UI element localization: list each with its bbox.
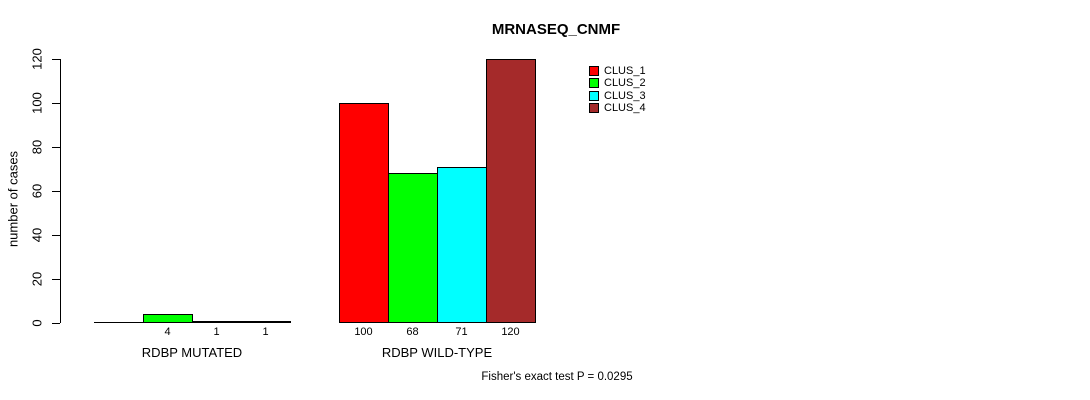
- legend-label-clus-1: CLUS_1: [604, 64, 646, 77]
- bar-value-label: 4: [164, 326, 171, 338]
- legend-label-clus-4: CLUS_4: [604, 102, 646, 114]
- bar-clus-4-rdbp-mutated: [241, 321, 291, 323]
- bar-clus-2-rdbp-wild-type: [388, 173, 438, 323]
- bar-value-label: 1: [213, 326, 220, 338]
- y-tick: [52, 102, 60, 104]
- legend-item-clus-4: CLUS_4: [589, 102, 679, 114]
- y-tick: [52, 234, 60, 236]
- chart-title: MRNASEQ_CNMF: [491, 21, 621, 38]
- y-tick-label: 60: [29, 183, 45, 199]
- legend-label-clus-2: CLUS_2: [604, 77, 646, 89]
- bar-clus-3-rdbp-wild-type: [437, 167, 487, 323]
- y-tick-label: 20: [29, 271, 45, 287]
- y-tick-label: 120: [29, 48, 45, 70]
- bar-clus-3-rdbp-mutated: [192, 321, 242, 323]
- y-axis-title: number of cases: [5, 150, 21, 248]
- legend-swatch-clus-4: [589, 103, 599, 113]
- y-tick: [52, 322, 60, 324]
- legend-swatch-clus-3: [589, 90, 599, 101]
- y-tick: [52, 190, 60, 192]
- bar-value-label: 120: [501, 326, 520, 338]
- bar-value-label: 71: [455, 326, 468, 338]
- y-tick: [52, 58, 60, 60]
- bar-value-label: 1: [262, 326, 269, 338]
- y-axis-line: [60, 59, 61, 323]
- bar-clus-1-rdbp-mutated: [94, 322, 143, 323]
- bar-clus-1-rdbp-wild-type: [339, 103, 389, 323]
- y-tick-label: 40: [29, 227, 45, 243]
- legend-item-clus-2: CLUS_2: [589, 77, 679, 89]
- y-tick-label: 0: [29, 319, 45, 327]
- y-tick: [52, 146, 60, 148]
- group-label-rdbp-mutated: RDBP MUTATED: [141, 345, 243, 360]
- bar-value-label: 68: [406, 326, 419, 338]
- bar-value-label: 100: [354, 326, 373, 338]
- fisher-test-annotation: Fisher's exact test P = 0.0295: [481, 371, 633, 383]
- bar-clus-4-rdbp-wild-type: [486, 59, 536, 323]
- group-label-rdbp-wild-type: RDBP WILD-TYPE: [381, 345, 493, 360]
- legend-item-clus-3: CLUS_3: [589, 90, 679, 102]
- y-tick: [52, 278, 60, 280]
- bar-clus-2-rdbp-mutated: [143, 314, 193, 323]
- legend-label-clus-3: CLUS_3: [604, 89, 646, 102]
- legend-swatch-clus-1: [589, 65, 599, 76]
- y-tick-label: 100: [29, 92, 45, 114]
- legend-item-clus-1: CLUS_1: [589, 65, 679, 77]
- legend-swatch-clus-2: [589, 78, 599, 88]
- y-tick-label: 80: [29, 139, 45, 155]
